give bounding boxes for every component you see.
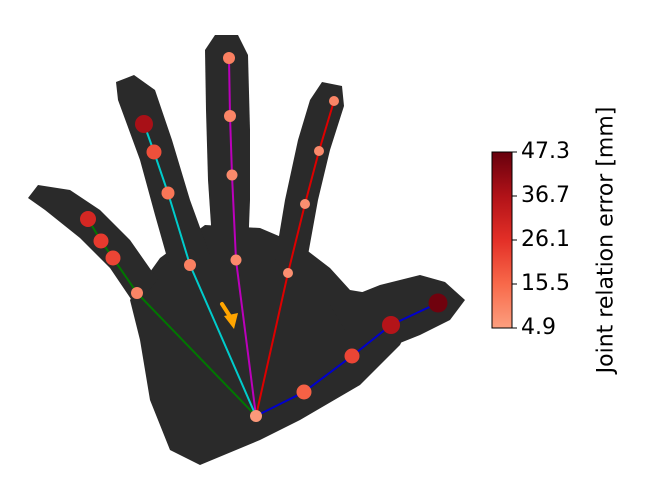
- hand-silhouette: [28, 35, 465, 465]
- joint-thumb-3: [382, 316, 400, 334]
- joint-index-4: [329, 96, 339, 106]
- joint-ring-2: [161, 186, 175, 200]
- joint-ring-1: [184, 259, 196, 271]
- joint-middle-3: [224, 110, 236, 122]
- joint-ring-4: [135, 115, 153, 133]
- joint-little-4: [80, 211, 96, 227]
- joints: [80, 52, 448, 422]
- joint-thumb-1: [296, 384, 312, 400]
- arrow-icon: [220, 302, 238, 329]
- colorbar-gradient: [491, 151, 513, 329]
- colorbar-tick-label: 36.7: [521, 183, 570, 208]
- colorbar-tick-label: 47.3: [521, 139, 570, 164]
- colorbar-tick-label: 15.5: [521, 271, 570, 296]
- colorbar: [491, 151, 517, 329]
- joint-middle-4: [223, 52, 235, 64]
- joint-little-1: [131, 287, 143, 299]
- colorbar-ticks: [512, 151, 517, 329]
- joint-ring-3: [146, 144, 162, 160]
- joint-middle-1: [230, 254, 242, 266]
- colorbar-title: Joint relation error [mm]: [593, 106, 619, 374]
- colorbar-tick-label: 4.9: [521, 315, 556, 340]
- joint-index-1: [283, 268, 293, 278]
- joint-thumb-4: [428, 293, 448, 313]
- joint-middle-2: [226, 169, 238, 181]
- joint-index-3: [314, 146, 324, 156]
- joint-wrist: [250, 410, 262, 422]
- joint-index-2: [300, 199, 310, 209]
- colorbar-tick-label: 26.1: [521, 227, 570, 252]
- joint-little-2: [105, 250, 121, 266]
- joint-thumb-2: [344, 348, 360, 364]
- joint-little-3: [93, 233, 109, 249]
